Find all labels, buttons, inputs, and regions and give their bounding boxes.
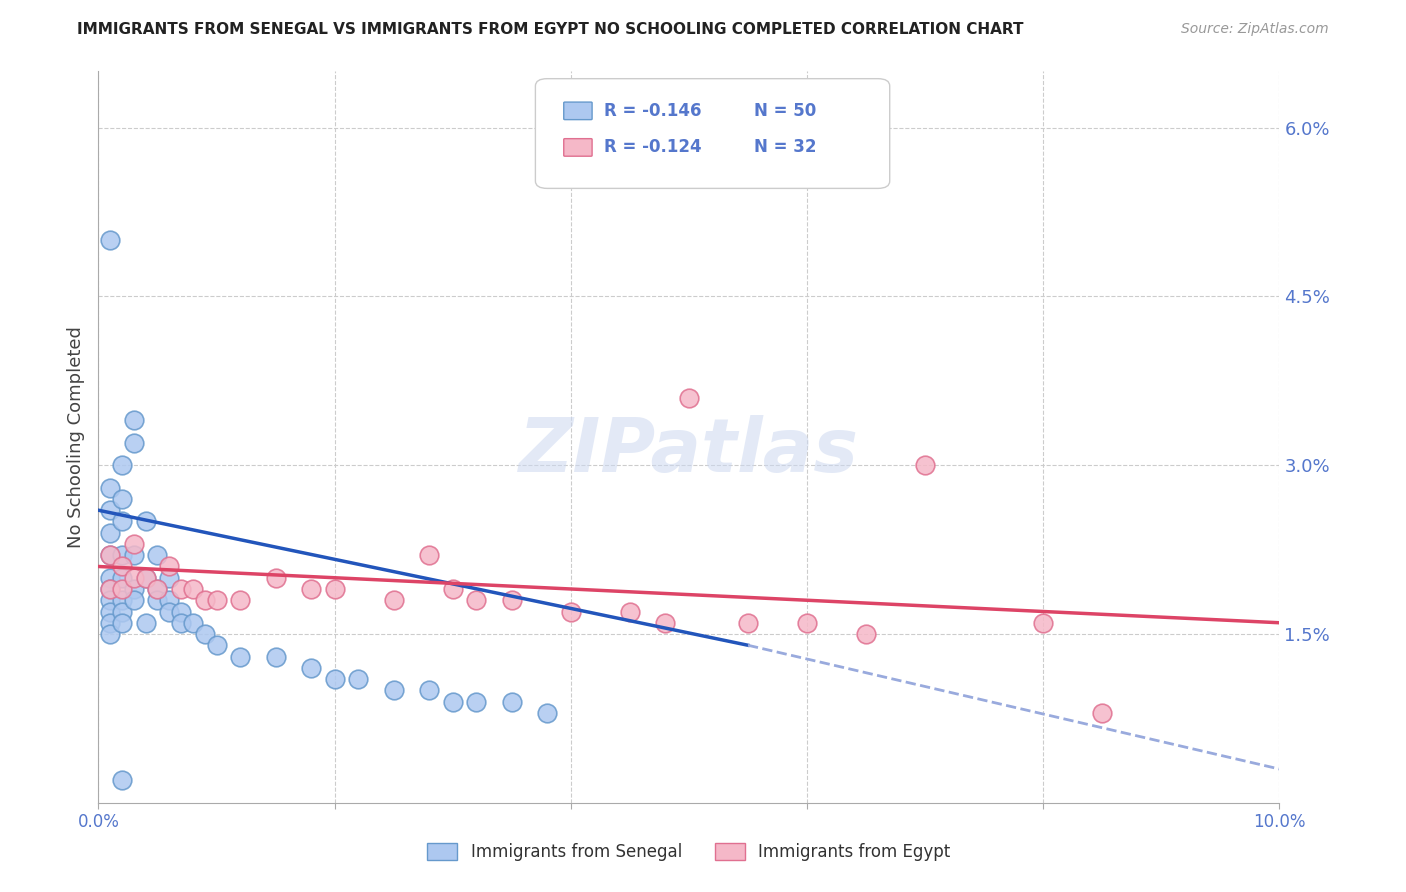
Point [98, 571, 121, 585]
Point [111, 458, 134, 473]
Point [560, 605, 582, 619]
Text: IMMIGRANTS FROM SENEGAL VS IMMIGRANTS FROM EGYPT NO SCHOOLING COMPLETED CORRELAT: IMMIGRANTS FROM SENEGAL VS IMMIGRANTS FR… [77, 22, 1024, 37]
Point [796, 615, 818, 630]
Point [264, 649, 287, 664]
Point [382, 683, 405, 698]
Point [98, 525, 121, 540]
Point [111, 593, 134, 607]
Point [111, 773, 134, 788]
Point [441, 582, 464, 596]
Point [229, 649, 252, 664]
Text: ZIPatlas: ZIPatlas [519, 415, 859, 488]
Point [146, 593, 169, 607]
Point [323, 582, 346, 596]
Point [170, 615, 193, 630]
Point [299, 661, 322, 675]
Point [135, 571, 157, 585]
FancyBboxPatch shape [536, 78, 890, 188]
Point [678, 391, 700, 405]
Point [98, 548, 121, 562]
Point [157, 605, 180, 619]
Point [135, 515, 157, 529]
Point [111, 615, 134, 630]
FancyBboxPatch shape [564, 138, 592, 156]
Point [98, 582, 121, 596]
Legend: Immigrants from Senegal, Immigrants from Egypt: Immigrants from Senegal, Immigrants from… [420, 836, 957, 868]
Point [465, 694, 488, 708]
Point [1032, 615, 1054, 630]
Point [194, 627, 217, 641]
Point [418, 683, 440, 698]
Point [382, 593, 405, 607]
Point [181, 582, 204, 596]
Point [122, 593, 145, 607]
Point [98, 481, 121, 495]
Point [135, 615, 157, 630]
Point [146, 582, 169, 596]
Point [855, 627, 877, 641]
Point [914, 458, 936, 473]
Point [122, 537, 145, 551]
Point [264, 571, 287, 585]
FancyBboxPatch shape [564, 102, 592, 120]
Point [111, 515, 134, 529]
Point [737, 615, 759, 630]
Point [98, 233, 121, 247]
Text: R = -0.146: R = -0.146 [605, 102, 702, 120]
Point [205, 593, 228, 607]
Point [170, 582, 193, 596]
Point [205, 638, 228, 652]
Point [194, 593, 217, 607]
Point [146, 548, 169, 562]
Point [111, 559, 134, 574]
Point [98, 548, 121, 562]
Point [98, 627, 121, 641]
Point [122, 582, 145, 596]
Point [1091, 706, 1114, 720]
Text: R = -0.124: R = -0.124 [605, 138, 702, 156]
Point [122, 413, 145, 427]
Point [418, 548, 440, 562]
Point [122, 435, 145, 450]
Point [619, 605, 641, 619]
Point [98, 615, 121, 630]
Point [157, 559, 180, 574]
Point [157, 593, 180, 607]
Point [98, 503, 121, 517]
Point [299, 582, 322, 596]
Point [122, 548, 145, 562]
Text: N = 32: N = 32 [754, 138, 817, 156]
Point [501, 593, 523, 607]
Point [501, 694, 523, 708]
Point [146, 582, 169, 596]
Point [135, 571, 157, 585]
Point [536, 706, 558, 720]
Point [111, 605, 134, 619]
Point [98, 605, 121, 619]
Point [654, 615, 676, 630]
Text: N = 50: N = 50 [754, 102, 815, 120]
Point [229, 593, 252, 607]
Text: Source: ZipAtlas.com: Source: ZipAtlas.com [1181, 22, 1329, 37]
Point [122, 571, 145, 585]
Point [111, 491, 134, 506]
Point [347, 672, 370, 686]
Point [98, 582, 121, 596]
Point [98, 593, 121, 607]
Point [441, 694, 464, 708]
Y-axis label: No Schooling Completed: No Schooling Completed [66, 326, 84, 548]
Point [170, 605, 193, 619]
Point [157, 571, 180, 585]
Point [465, 593, 488, 607]
Point [111, 571, 134, 585]
Point [111, 582, 134, 596]
Point [181, 615, 204, 630]
Point [323, 672, 346, 686]
Point [111, 548, 134, 562]
